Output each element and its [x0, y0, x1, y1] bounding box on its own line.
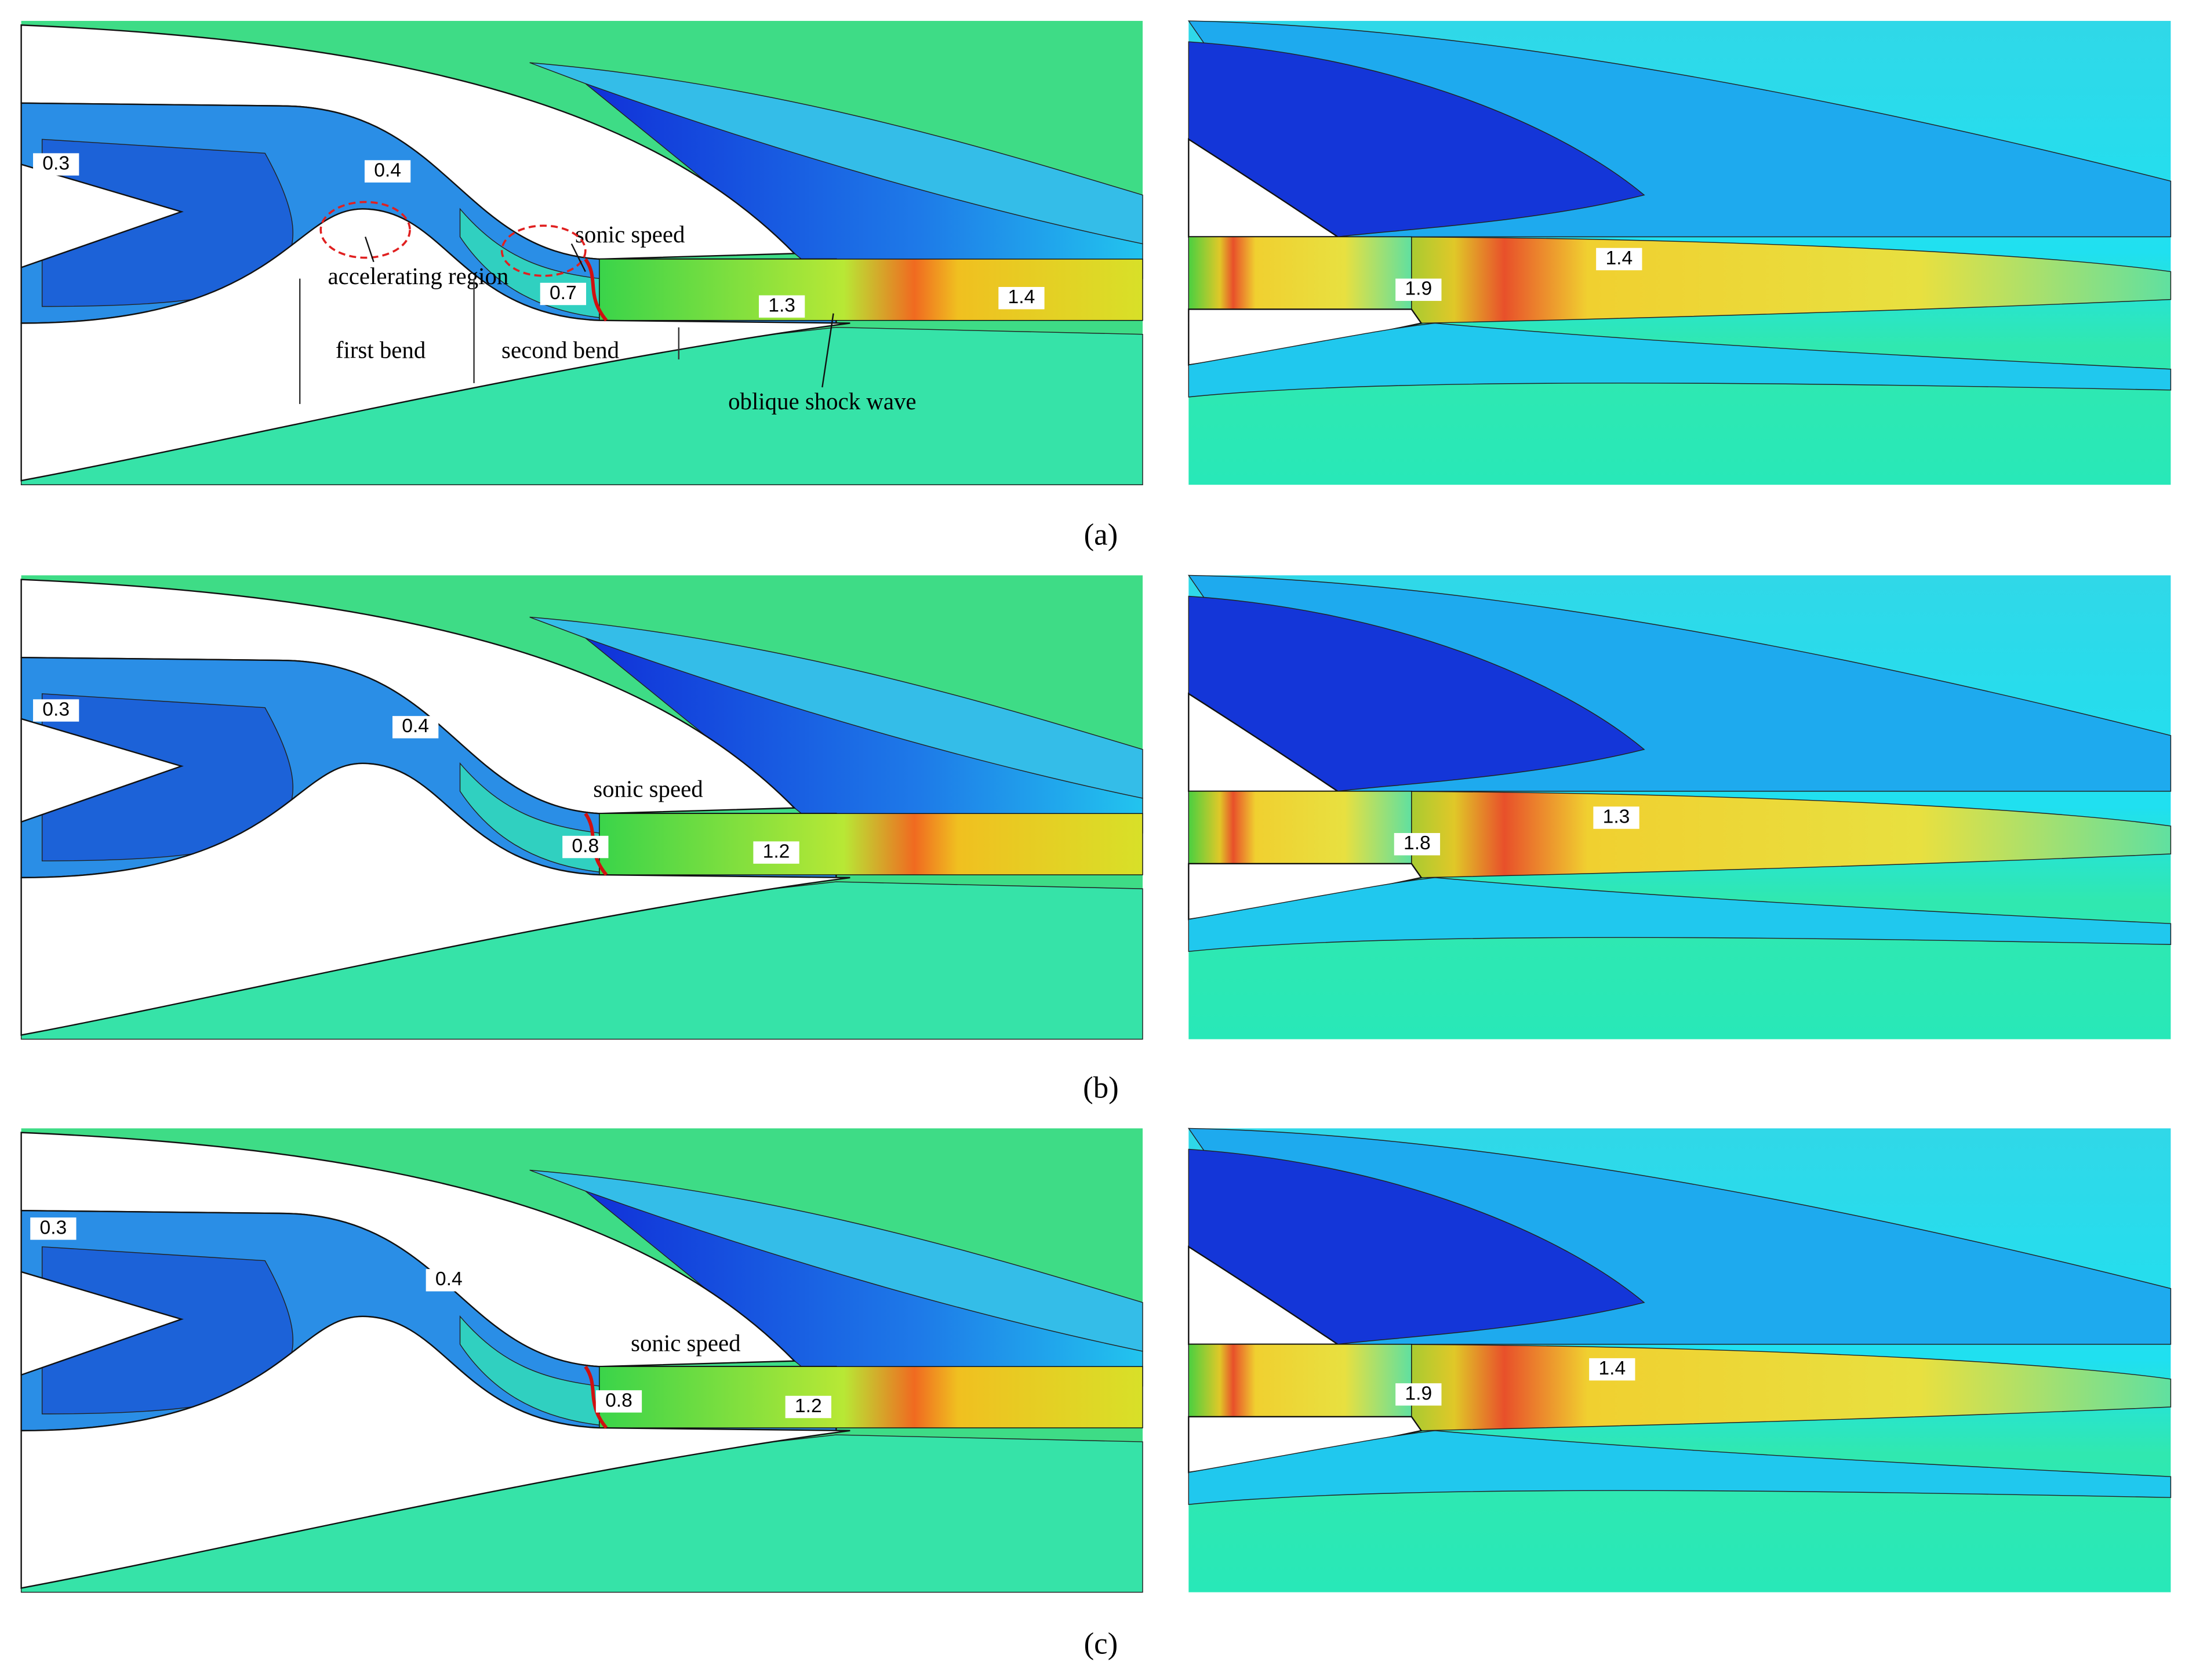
- inlet-wedge: [20, 1271, 184, 1376]
- contour-label: 0.3: [42, 152, 70, 174]
- label-bg: [364, 160, 411, 183]
- annotation: first bend: [336, 337, 426, 363]
- panel: 0.3 0.4 0.8 1.2 1.9 1.4 sonic speed (c): [20, 1128, 2172, 1660]
- label-bg: [595, 1390, 642, 1413]
- annotation: second bend: [501, 337, 619, 363]
- region-marker: [500, 224, 587, 277]
- pointer: [821, 313, 834, 388]
- right-jet-tail: [1336, 236, 2172, 324]
- contour-label: 0.3: [42, 699, 70, 720]
- label-bg: [30, 1217, 77, 1240]
- pointer: [570, 243, 586, 272]
- contour-label: 0.4: [402, 715, 429, 737]
- label-bg: [562, 835, 609, 859]
- annotation: accelerating region: [328, 263, 509, 289]
- label-bg: [785, 1395, 831, 1419]
- outer-plume: [529, 62, 1143, 245]
- lower-wall: [20, 762, 850, 1036]
- right-jet: [1188, 1344, 1412, 1417]
- label-bg: [1395, 278, 1442, 301]
- label-bg: [1589, 1358, 1635, 1381]
- label-bg: [1394, 832, 1441, 856]
- label-bg: [1596, 248, 1642, 271]
- annotation: oblique shock wave: [728, 388, 916, 414]
- right-jet: [1188, 236, 1412, 310]
- panel-caption: (a): [1084, 518, 1118, 552]
- annotation: sonic speed: [593, 776, 703, 802]
- contour-label: 1.9: [1405, 1383, 1432, 1404]
- outer-plume: [529, 616, 1143, 799]
- right-jet-tail: [1336, 1344, 2172, 1431]
- right-core: [1188, 595, 1645, 792]
- label-bg: [998, 287, 1045, 310]
- contour-label: 0.4: [435, 1268, 463, 1290]
- inlet-wedge: [20, 718, 184, 823]
- contour-label: 1.4: [1008, 286, 1035, 308]
- contour-label: 1.4: [1598, 1358, 1626, 1379]
- contour-label: 1.2: [763, 841, 790, 863]
- contour-label: 0.8: [572, 835, 599, 857]
- outer-plume: [529, 1169, 1143, 1352]
- label-bg: [392, 716, 439, 739]
- label-bg: [1395, 1383, 1442, 1406]
- contour-label: 1.8: [1404, 832, 1431, 854]
- panel: 0.3 0.4 0.8 1.2 1.8 1.3 sonic speed (b): [20, 574, 2172, 1105]
- sonic-line: [584, 1365, 608, 1429]
- contour-label: 0.7: [550, 282, 577, 304]
- right-core: [1188, 1148, 1645, 1345]
- contour-label: 0.3: [39, 1217, 67, 1238]
- contour-label: 0.4: [374, 159, 401, 181]
- inlet-wedge: [20, 163, 184, 269]
- lower-wall: [20, 208, 850, 482]
- lower-wall: [20, 1315, 850, 1589]
- contour-label: 1.9: [1405, 278, 1432, 300]
- right-upper-wedge: [1188, 1245, 1340, 1346]
- right-jet: [1188, 791, 1412, 864]
- right-lower-blue: [1188, 877, 2172, 952]
- jet: [599, 813, 1143, 875]
- label-bg: [1593, 806, 1639, 829]
- right-jet-tail: [1336, 791, 2172, 878]
- contour-label: 1.4: [1605, 248, 1633, 269]
- right-core: [1188, 41, 1645, 238]
- annotation: sonic speed: [631, 1330, 740, 1357]
- contour-label: 1.3: [768, 295, 795, 317]
- right-upper-wedge: [1188, 692, 1340, 792]
- label-bg: [426, 1269, 472, 1292]
- label-bg: [753, 841, 799, 864]
- panel-caption: (c): [1084, 1627, 1118, 1660]
- pointer: [365, 237, 375, 263]
- label-bg: [758, 295, 805, 318]
- right-upper-wedge: [1188, 138, 1340, 238]
- contour-label: 0.8: [605, 1390, 632, 1411]
- region-marker: [319, 201, 411, 259]
- label-bg: [33, 153, 79, 176]
- label-bg: [540, 282, 587, 306]
- jet: [599, 1366, 1143, 1428]
- sonic-line: [584, 258, 608, 322]
- right-lower-blue: [1188, 322, 2172, 398]
- contour-label: 1.3: [1603, 806, 1630, 827]
- right-lower-blue: [1188, 1430, 2172, 1506]
- annotation: sonic speed: [575, 221, 685, 248]
- panel-caption: (b): [1083, 1071, 1119, 1105]
- panel: 0.3 0.4 0.7 1.3 1.4 1.9 1.4 accelerating region…: [20, 20, 2172, 552]
- label-bg: [33, 699, 79, 722]
- jet: [599, 259, 1143, 321]
- contour-label: 1.2: [795, 1395, 822, 1417]
